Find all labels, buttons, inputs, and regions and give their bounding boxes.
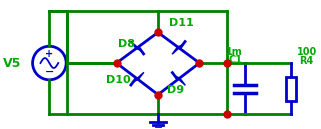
Bar [286,77,296,100]
Text: +: + [45,49,53,59]
Text: D11: D11 [169,18,194,27]
Text: D9: D9 [167,85,184,95]
Polygon shape [133,72,144,82]
Polygon shape [172,45,183,54]
Text: 1m: 1m [226,47,243,57]
Text: V5: V5 [3,57,21,70]
Text: 100: 100 [297,47,317,57]
Text: D8: D8 [118,39,135,49]
Polygon shape [131,41,141,51]
Polygon shape [175,76,185,85]
Text: R4: R4 [299,56,313,66]
Text: −: − [45,67,54,77]
Text: C1: C1 [228,55,242,65]
Text: D10: D10 [106,75,130,85]
